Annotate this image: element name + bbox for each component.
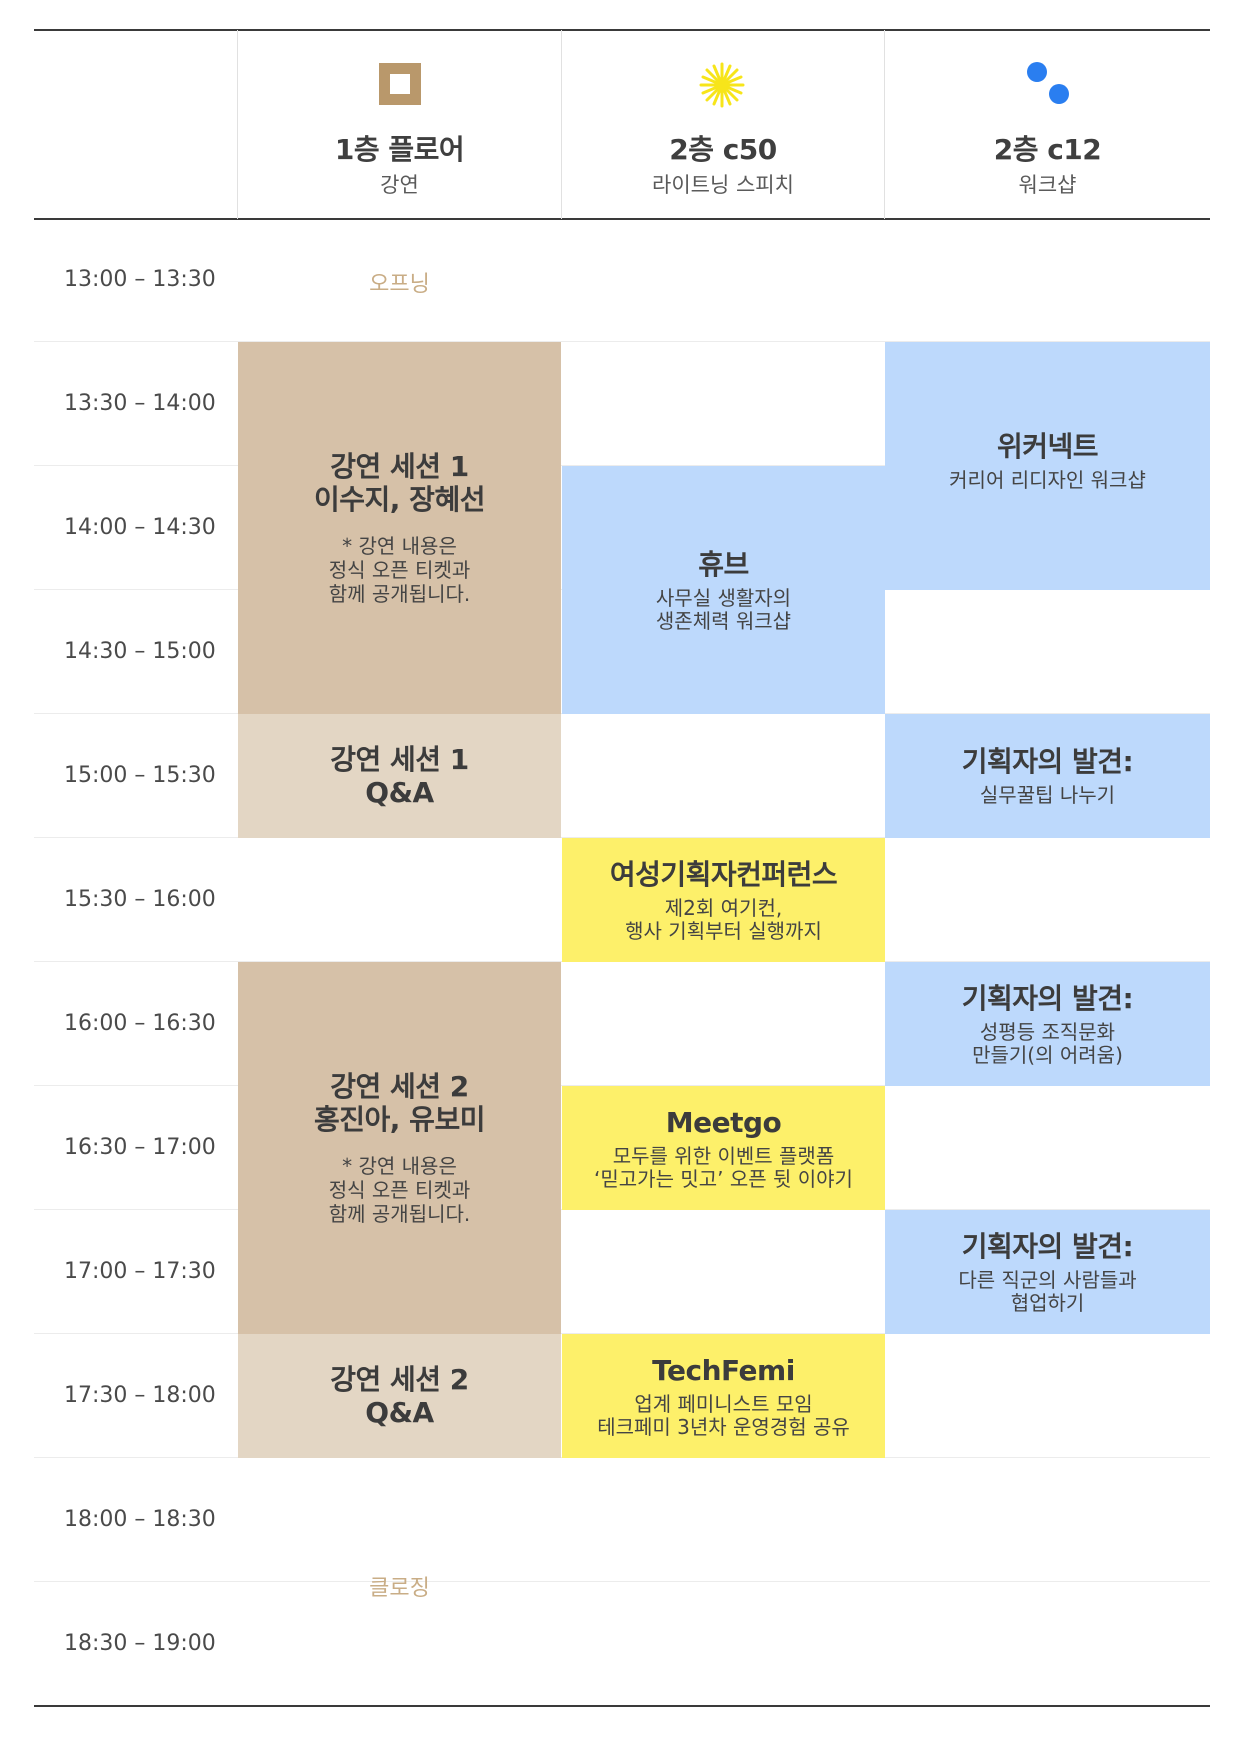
time-slot: 17:00 – 17:30 [64, 1259, 216, 1284]
session-subtitle: 커리어 리디자인 워크샵 [949, 468, 1146, 492]
table-bottom-border [34, 1705, 1210, 1707]
session-title: Meetgo [665, 1105, 782, 1139]
session-title: 강연 세션 1 이수지, 장혜선 [314, 450, 485, 516]
session-talk-2[interactable]: 강연 세션 2 홍진아, 유보미 * 강연 내용은 정식 오픈 티켓과 함께 공… [238, 962, 561, 1334]
session-title: 강연 세션 2 Q&A [330, 1363, 469, 1429]
time-slot: 18:30 – 19:00 [64, 1631, 216, 1656]
session-techfemi[interactable]: TechFemi 업계 페미니스트 모임 테크페미 3년차 운영경험 공유 [562, 1334, 885, 1458]
session-talk-1[interactable]: 강연 세션 1 이수지, 장혜선 * 강연 내용은 정식 오픈 티켓과 함께 공… [238, 342, 561, 714]
row-divider [34, 341, 1210, 342]
session-note: * 강연 내용은 정식 오픈 티켓과 함께 공개됩니다. [328, 534, 471, 606]
session-title: 휴브 [698, 547, 749, 581]
venue-type: 라이트닝 스피치 [652, 173, 794, 197]
header-bottom-border [34, 218, 1210, 220]
time-slot: 16:00 – 16:30 [64, 1011, 216, 1036]
session-subtitle: 실무꿀팁 나누기 [979, 783, 1116, 807]
session-subtitle: 모두를 위한 이벤트 플랫폼 ‘믿고가는 밋고’ 오픈 뒷 이야기 [594, 1143, 853, 1191]
session-subtitle: 업계 페미니스트 모임 테크페미 3년차 운영경험 공유 [597, 1391, 850, 1439]
row-divider [34, 1333, 1210, 1334]
time-slot: 13:00 – 13:30 [64, 267, 216, 292]
session-subtitle: 다른 직군의 사람들과 협업하기 [958, 1267, 1137, 1315]
session-meetgo[interactable]: Meetgo 모두를 위한 이벤트 플랫폼 ‘믿고가는 밋고’ 오픈 뒷 이야기 [562, 1086, 885, 1210]
row-divider [34, 837, 1210, 838]
session-discover-3[interactable]: 기획자의 발견: 다른 직군의 사람들과 협업하기 [885, 1210, 1210, 1334]
session-discover-2[interactable]: 기획자의 발견: 성평등 조직문화 만들기(의 어려움) [885, 962, 1210, 1086]
session-note: * 강연 내용은 정식 오픈 티켓과 함께 공개됩니다. [328, 1154, 471, 1226]
time-slot: 18:00 – 18:30 [64, 1507, 216, 1532]
session-title: TechFemi [652, 1353, 795, 1387]
time-slot: 13:30 – 14:00 [64, 391, 216, 416]
header-divider [884, 30, 885, 219]
time-slot: 16:30 – 17:00 [64, 1135, 216, 1160]
venue-name: 1층 플로어 [334, 133, 465, 166]
header-divider [237, 30, 238, 219]
session-title: 여성기획자컨퍼런스 [609, 857, 838, 891]
session-discover-1[interactable]: 기획자의 발견: 실무꿀팁 나누기 [885, 714, 1210, 838]
session-title: 강연 세션 2 홍진아, 유보미 [314, 1070, 485, 1136]
closing-label: 클로징 [369, 1576, 430, 1601]
session-title: 기획자의 발견: [961, 981, 1134, 1015]
session-wcf[interactable]: 여성기획자컨퍼런스 제2회 여기컨, 행사 기획부터 실행까지 [562, 838, 885, 962]
time-slot: 14:30 – 15:00 [64, 639, 216, 664]
session-hub[interactable]: 휴브 사무실 생활자의 생존체력 워크샵 [562, 466, 885, 714]
dots-icon [1027, 62, 1069, 104]
venue-name: 2층 c50 [669, 133, 777, 166]
session-talk-1-qa[interactable]: 강연 세션 1 Q&A [238, 714, 561, 838]
time-slot: 14:00 – 14:30 [64, 515, 216, 540]
header-divider [561, 30, 562, 219]
sun-icon [699, 62, 745, 108]
session-title: 기획자의 발견: [961, 745, 1134, 778]
session-weconnect[interactable]: 위커넥트 커리어 리디자인 워크샵 [885, 342, 1210, 590]
column-header-c50: 2층 c50 라이트닝 스피치 [562, 30, 884, 219]
session-talk-2-qa[interactable]: 강연 세션 2 Q&A [238, 1334, 561, 1458]
table-top-border [34, 29, 1210, 31]
session-subtitle: 성평등 조직문화 만들기(의 어려움) [972, 1019, 1123, 1067]
column-header-c12: 2층 c12 워크샵 [885, 30, 1210, 219]
row-divider [34, 1581, 1210, 1582]
time-slot: 15:30 – 16:00 [64, 887, 216, 912]
session-title: 강연 세션 1 Q&A [330, 743, 469, 809]
square-icon [379, 63, 421, 105]
session-subtitle: 사무실 생활자의 생존체력 워크샵 [655, 585, 792, 633]
opening-label: 오프닝 [369, 272, 430, 297]
column-header-floor1: 1층 플로어 강연 [238, 30, 561, 219]
time-slot: 15:00 – 15:30 [64, 763, 216, 788]
session-title: 위커넥트 [996, 430, 1099, 463]
session-title: 기획자의 발견: [961, 1229, 1134, 1263]
session-subtitle: 제2회 여기컨, 행사 기획부터 실행까지 [625, 895, 822, 943]
venue-type: 강연 [380, 173, 419, 197]
row-divider [34, 465, 1210, 466]
time-slot: 17:30 – 18:00 [64, 1383, 216, 1408]
row-divider [34, 1085, 1210, 1086]
venue-name: 2층 c12 [993, 133, 1102, 166]
venue-type: 워크샵 [1018, 173, 1077, 197]
